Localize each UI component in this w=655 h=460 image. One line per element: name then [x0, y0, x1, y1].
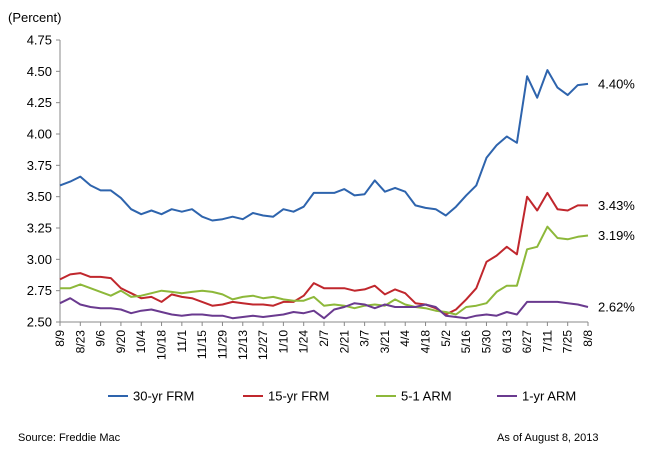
end-value-label: 3.43% [598, 198, 635, 213]
series-line-15-yr-frm [59, 191, 588, 316]
x-tick-label: 5/16 [459, 330, 473, 354]
y-tick-label: 4.75 [27, 33, 52, 48]
y-axis-unit-label: (Percent) [8, 10, 61, 25]
series-end-labels: 4.40% 3.43% 3.19% 2.62% [598, 76, 635, 314]
y-tick-label: 2.50 [27, 315, 52, 330]
x-tick-label: 11/29 [215, 330, 229, 359]
x-tick-label: 2/21 [337, 330, 351, 354]
x-tick-label: 2/7 [317, 330, 331, 347]
end-value-label: 2.62% [598, 299, 635, 314]
x-tick-label: 8/9 [53, 330, 67, 347]
legend-label: 1-yr ARM [522, 389, 576, 404]
as-of-date: As of August 8, 2013 [497, 432, 599, 444]
x-tick-label: 4/4 [398, 330, 412, 347]
x-tick-label: 7/25 [561, 330, 575, 354]
x-tick-label: 12/13 [236, 330, 250, 360]
y-tick-label: 3.25 [27, 221, 52, 236]
x-tick-label: 9/6 [94, 330, 108, 347]
series-lines [59, 69, 589, 320]
legend-label: 30-yr FRM [133, 389, 194, 404]
end-value-label: 3.19% [598, 228, 635, 243]
y-tick-label: 3.75 [27, 158, 52, 173]
x-tick-label: 4/18 [419, 330, 433, 354]
x-tick-label: 1/24 [297, 330, 311, 354]
y-tick-label: 3.00 [27, 252, 52, 267]
y-tick-label: 4.25 [27, 95, 52, 110]
legend-label: 15-yr FRM [268, 389, 329, 404]
source-note: Source: Freddie Mac [18, 432, 121, 444]
x-tick-label: 10/4 [134, 330, 148, 354]
x-tick-label: 11/15 [195, 330, 209, 359]
y-tick-label: 2.75 [27, 283, 52, 298]
x-tick-label: 7/11 [540, 330, 554, 353]
x-tick-label: 3/21 [378, 330, 392, 354]
x-tick-label: 8/23 [73, 330, 87, 354]
x-tick-label: 5/2 [439, 330, 453, 347]
y-tick-label: 4.00 [27, 127, 52, 142]
y-tick-label: 4.50 [27, 64, 52, 79]
series-line-5-1-arm [60, 225, 589, 316]
x-tick-label: 10/18 [155, 330, 169, 360]
series-line-1-yr-arm [59, 297, 589, 320]
x-tick-label: 6/13 [500, 330, 514, 354]
end-value-label: 4.40% [598, 76, 635, 91]
y-tick-label: 3.50 [27, 189, 52, 204]
y-axis-ticks: 4.75 4.50 4.25 4.00 3.75 3.50 3.25 3.00 2.75 2.50 [27, 33, 60, 330]
legend-label: 5-1 ARM [401, 389, 452, 404]
axes [59, 40, 588, 323]
legend: 30-yr FRM 15-yr FRM 5-1 ARM 1-yr ARM [108, 389, 576, 404]
x-tick-label: 11/1 [175, 330, 189, 353]
x-tick-label: 12/27 [256, 330, 270, 360]
x-tick-label: 8/8 [581, 330, 595, 347]
x-axis-ticks: 8/9 8/23 9/6 9/20 10/4 10/18 11/1 11/15 11/29 12/… [53, 322, 595, 360]
x-tick-label: 6/27 [520, 330, 534, 354]
x-tick-label: 9/20 [114, 330, 128, 354]
x-tick-label: 5/30 [479, 330, 493, 354]
x-tick-label: 1/10 [276, 330, 290, 354]
x-tick-label: 3/7 [358, 330, 372, 347]
series-line-30-yr-frm [59, 69, 589, 222]
